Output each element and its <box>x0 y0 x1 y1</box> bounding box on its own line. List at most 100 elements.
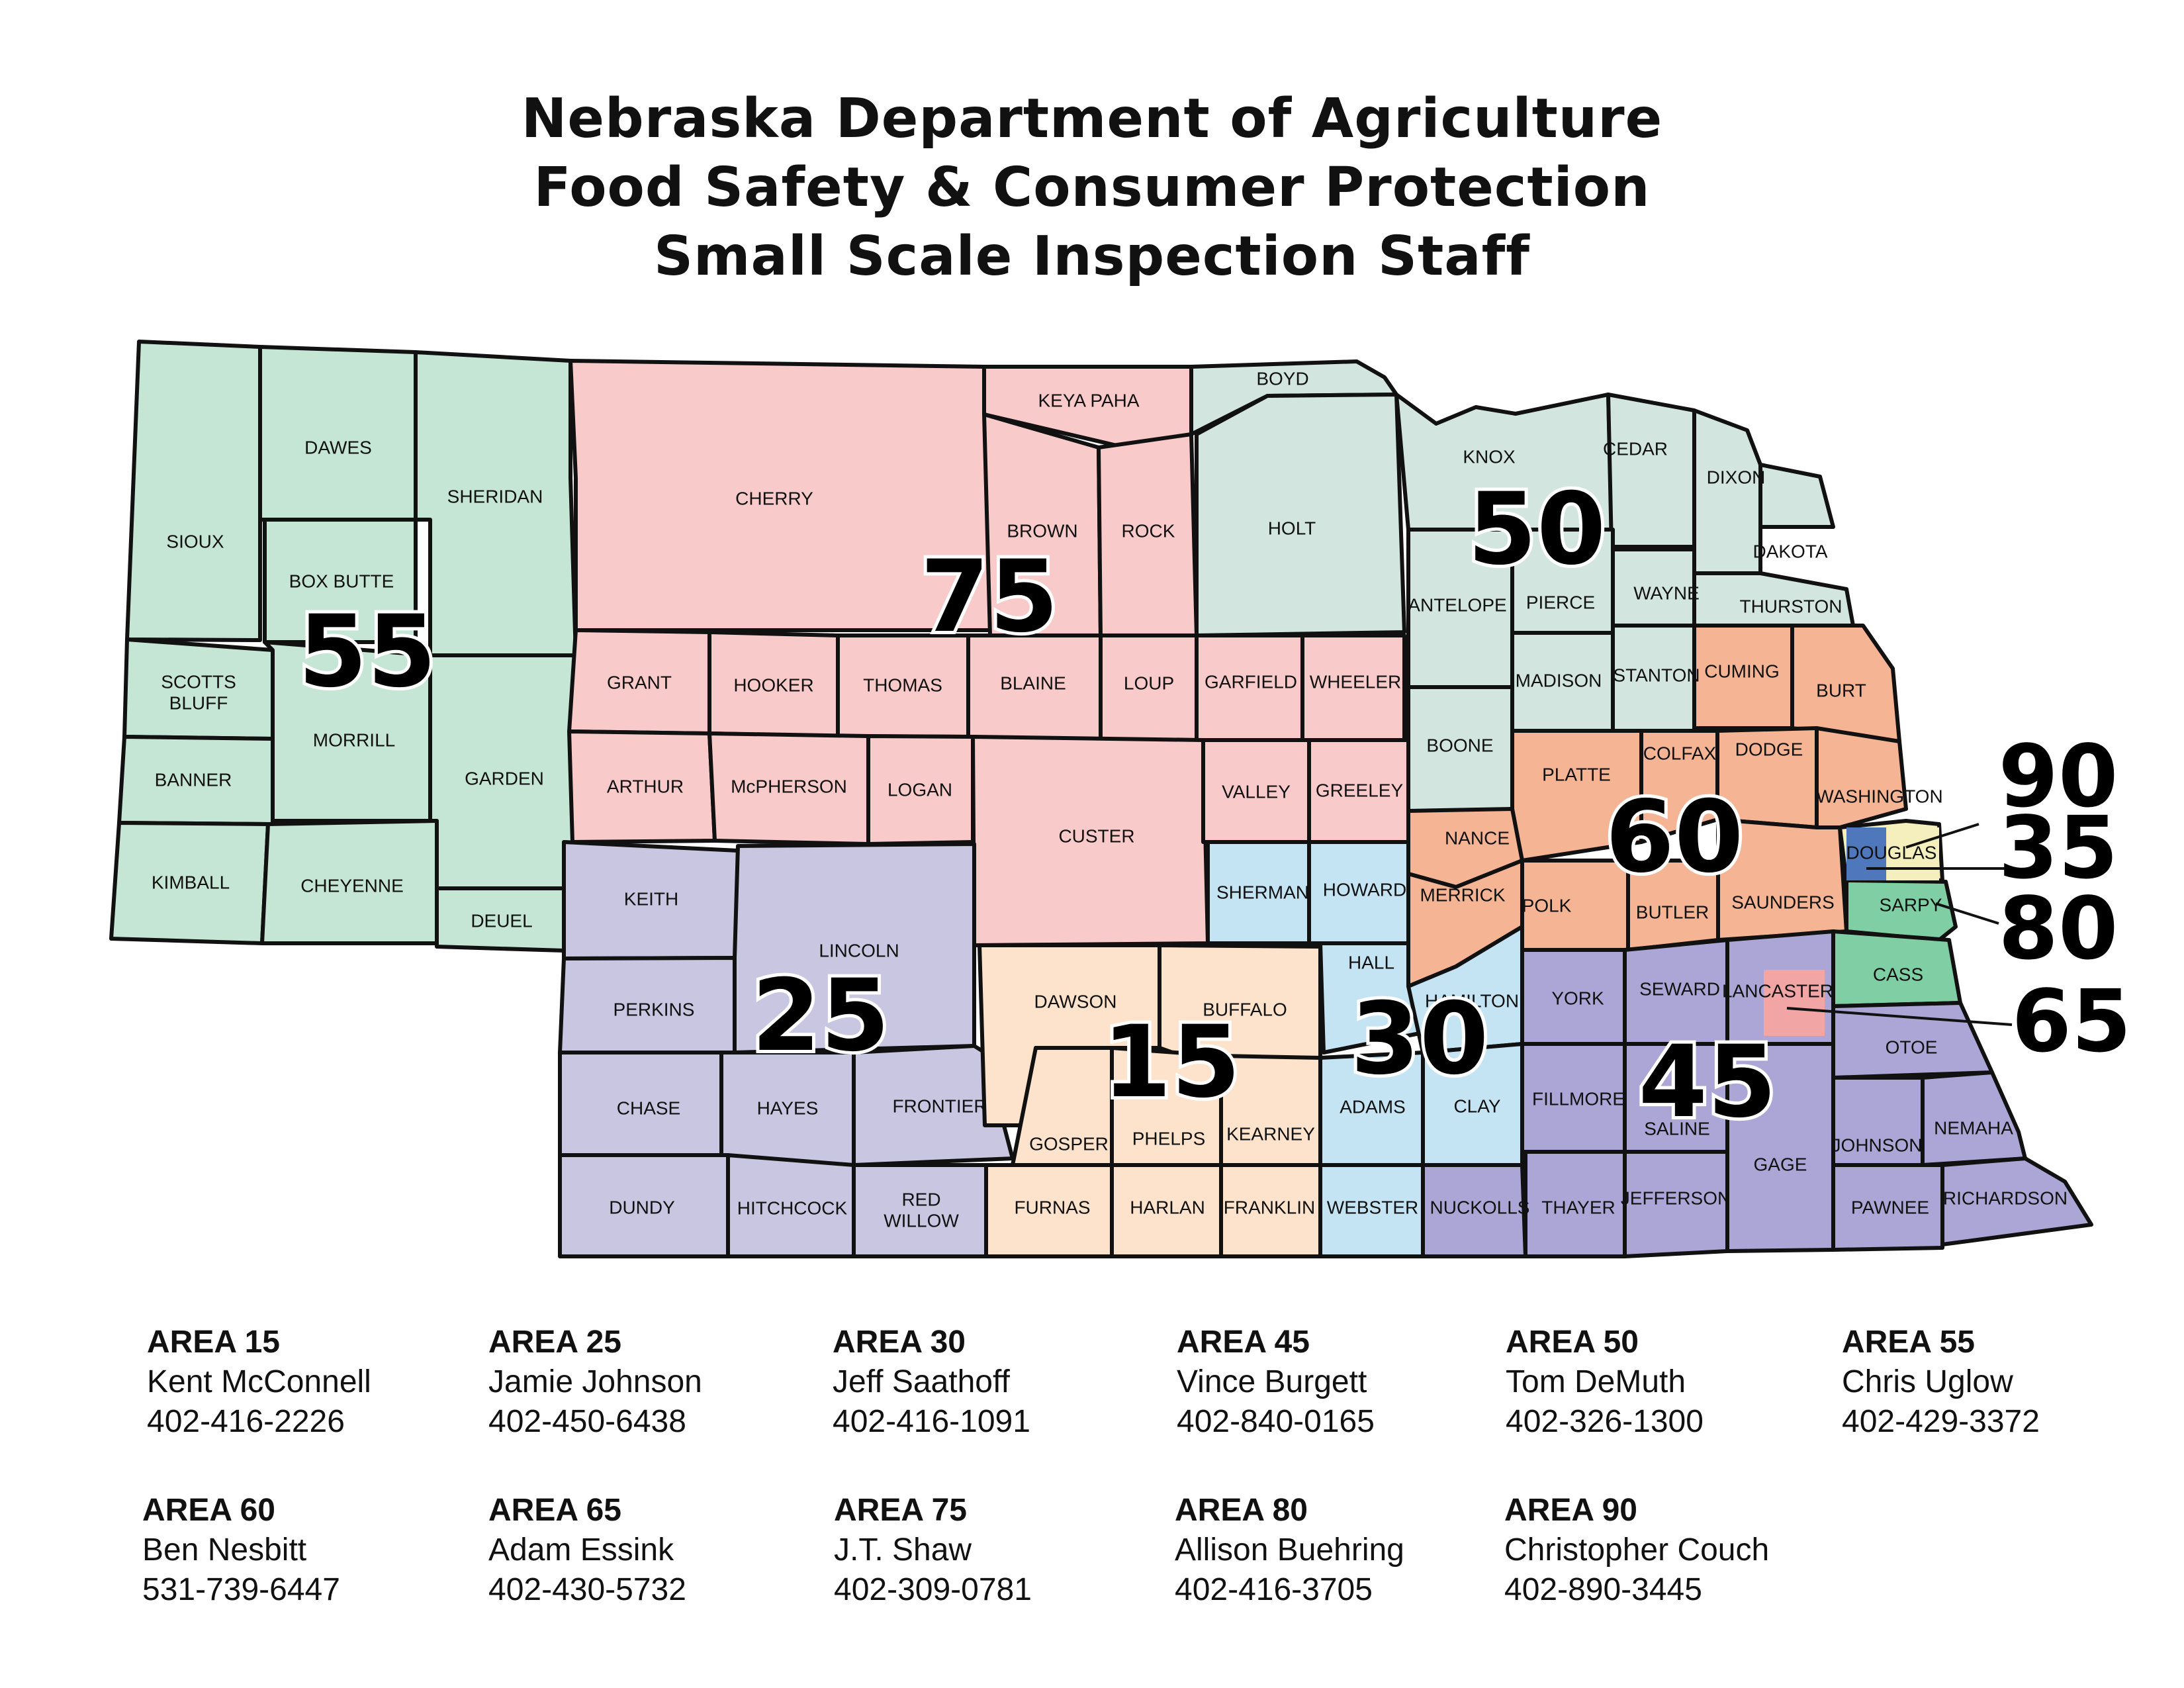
county-label-dundy: DUNDY <box>609 1197 675 1217</box>
contact-area-90: AREA 90 Christopher Couch 402-890-3445 <box>1504 1491 1822 1610</box>
county-label-boone: BOONE <box>1426 735 1493 755</box>
county-label-wheeler: WHEELER <box>1310 671 1401 692</box>
county-label-cuming: CUMING <box>1704 661 1780 681</box>
county-label-loup: LOUP <box>1124 673 1174 693</box>
county-label-hitchcock: HITCHCOCK <box>737 1197 848 1218</box>
contact-phone: 402-890-3445 <box>1504 1572 1702 1607</box>
county-label-douglas: DOUGLAS <box>1846 842 1937 863</box>
contact-area-55: AREA 55 Chris Uglow 402-429-3372 <box>1842 1323 2160 1442</box>
county-label-frontier: FRONTIER <box>892 1096 987 1116</box>
county-label-deuel: DEUEL <box>471 910 532 931</box>
county-dawes <box>258 345 418 522</box>
county-sarpy <box>1844 878 1958 942</box>
county-label-johnson: JOHNSON <box>1832 1135 1923 1155</box>
county-label-dawes: DAWES <box>304 437 372 457</box>
leader-line-area-65 <box>1786 1007 2013 1026</box>
contact-phone: 531-739-6447 <box>142 1572 340 1607</box>
contact-area: AREA 50 <box>1506 1325 1639 1360</box>
contact-area-80: AREA 80 Allison Buehring 402-416-3705 <box>1175 1491 1492 1610</box>
contact-phone: 402-416-1091 <box>833 1404 1030 1439</box>
county-label-hamilton: HAMILTON <box>1425 990 1519 1011</box>
county-shapes <box>109 340 2093 1258</box>
county-label-perkins: PERKINS <box>614 999 695 1019</box>
county-label-dawson: DAWSON <box>1034 991 1117 1011</box>
callout-area-65: 65 <box>2012 971 2132 1072</box>
county-label-burt: BURT <box>1816 680 1866 700</box>
county-label-grant: GRANT <box>607 672 672 692</box>
contact-name: Ben Nesbitt <box>142 1532 307 1568</box>
county-label-otoe: OTOE <box>1886 1037 1938 1057</box>
contact-area: AREA 30 <box>833 1325 966 1360</box>
county-label-rock: ROCK <box>1122 520 1175 541</box>
leader-line-area-80 <box>1935 902 1999 925</box>
county-label-phelps: PHELPS <box>1132 1128 1206 1149</box>
county-label-pawnee: PAWNEE <box>1851 1197 1929 1217</box>
county-label-sherman: SHERMAN <box>1216 882 1309 902</box>
contact-area: AREA 80 <box>1175 1493 1308 1528</box>
leader-line-area-90 <box>1905 823 1979 849</box>
county-label-dixon: DIXON <box>1707 467 1766 487</box>
county-label-adams: ADAMS <box>1340 1096 1406 1117</box>
county-label-cheyenne: CHEYENNE <box>300 875 404 896</box>
county-label-red-willow: WILLOW <box>884 1210 959 1231</box>
contact-name: Tom DeMuth <box>1506 1364 1686 1399</box>
county-label-valley: VALLEY <box>1222 781 1291 802</box>
contact-area-30: AREA 30 Jeff Saathoff 402-416-1091 <box>833 1323 1150 1442</box>
county-label-blaine: BLAINE <box>1000 673 1066 693</box>
contact-name: Jamie Johnson <box>488 1364 702 1399</box>
county-label-garden: GARDEN <box>465 768 544 788</box>
county-label-lincoln: LINCOLN <box>819 940 899 961</box>
county-label-furnas: FURNAS <box>1014 1197 1090 1217</box>
contact-area-45: AREA 45 Vince Burgett 402-840-0165 <box>1177 1323 1494 1442</box>
contact-area: AREA 25 <box>488 1325 621 1360</box>
county-label-harlan: HARLAN <box>1130 1197 1205 1217</box>
contact-phone: 402-416-2226 <box>147 1404 345 1439</box>
douglas-area-35-overlay <box>1846 827 1886 880</box>
area-number-55: 55 <box>298 594 437 710</box>
county-label-kearney: KEARNEY <box>1226 1123 1315 1144</box>
contact-phone: 402-430-5732 <box>488 1572 686 1607</box>
contact-phone: 402-450-6438 <box>488 1404 686 1439</box>
contact-area-75: AREA 75 J.T. Shaw 402-309-0781 <box>834 1491 1152 1610</box>
contact-name: Christopher Couch <box>1504 1532 1770 1568</box>
county-washington <box>1815 726 1908 829</box>
county-label-kimball: KIMBALL <box>152 872 230 892</box>
county-label-nance: NANCE <box>1445 827 1510 848</box>
county-thurston <box>1692 571 1855 628</box>
county-nemaha <box>1921 1070 2027 1167</box>
title-line-3: Small Scale Inspection Staff <box>654 225 1530 288</box>
county-dixon <box>1692 408 1762 575</box>
county-label-scotts-bluff: BLUFF <box>169 692 228 713</box>
contact-name: J.T. Shaw <box>834 1532 972 1568</box>
county-cedar <box>1606 393 1696 549</box>
county-box-butte <box>263 518 418 644</box>
county-label-saunders: SAUNDERS <box>1731 892 1835 912</box>
map-title: Nebraska Department of Agriculture Food … <box>0 85 2184 291</box>
county-label-dodge: DODGE <box>1735 739 1803 759</box>
contact-name: Jeff Saathoff <box>833 1364 1010 1399</box>
county-label-franklin: FRANKLIN <box>1224 1197 1315 1217</box>
contact-area: AREA 55 <box>1842 1325 1975 1360</box>
area-number-30: 30 <box>1351 982 1489 1097</box>
county-label-stanton: STANTON <box>1613 665 1700 685</box>
county-dakota <box>1758 463 1835 529</box>
county-label-platte: PLATTE <box>1542 764 1611 784</box>
contact-name: Chris Uglow <box>1842 1364 2013 1399</box>
contact-area: AREA 65 <box>488 1493 621 1528</box>
county-label-pierce: PIERCE <box>1526 592 1595 612</box>
contact-name: Vince Burgett <box>1177 1364 1367 1399</box>
county-label-buffalo: BUFFALO <box>1203 999 1287 1019</box>
county-label-butler: BUTLER <box>1636 902 1709 922</box>
county-label-box-butte: BOX BUTTE <box>289 571 394 591</box>
area-number-45: 45 <box>1639 1025 1777 1140</box>
county-label-antelope: ANTELOPE <box>1408 594 1506 615</box>
county-label-saline: SALINE <box>1644 1118 1710 1139</box>
county-label-boyd: BOYD <box>1256 368 1308 389</box>
county-label-chase: CHASE <box>617 1098 680 1118</box>
county-label-gosper: GOSPER <box>1029 1133 1109 1154</box>
contact-area: AREA 75 <box>834 1493 967 1528</box>
county-label-sarpy: SARPY <box>1880 894 1942 915</box>
county-label-cass: CASS <box>1873 964 1923 984</box>
area-number-15: 15 <box>1103 1005 1241 1120</box>
